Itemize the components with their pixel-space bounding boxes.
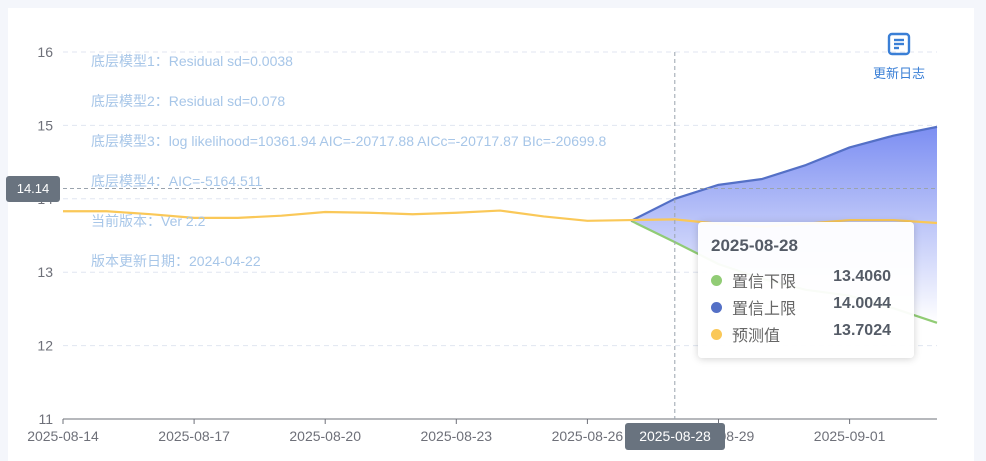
y-tick-label: 16 (37, 44, 53, 60)
series-line (630, 125, 938, 222)
tooltip-date: 2025-08-28 (711, 236, 798, 255)
x-tick-label: 2025-09-01 (814, 428, 886, 444)
changelog-label: 更新日志 (872, 66, 925, 81)
y-tick-label: 11 (38, 411, 53, 427)
tooltip-row-name: 预测值 (732, 328, 781, 345)
tooltip-row-lower: 置信下限 13.4060 (711, 268, 903, 292)
x-tick-label: 2025-08-20 (289, 428, 361, 444)
x-tick-label: 2025-08-23 (420, 428, 492, 444)
y-tick-label: 15 (37, 117, 53, 133)
lower-bound-dot (711, 274, 722, 286)
note-model-4: 底层模型4：AIC=-5164.511 (91, 173, 263, 189)
forecast-dot (711, 328, 722, 340)
x-axis-pointer-label: 2025-08-28 (625, 423, 725, 450)
document-lines-icon (887, 32, 911, 60)
note-model-3: 底层模型3：log likelihood=10361.94 AIC=-20717… (91, 133, 607, 149)
x-tick-label: 2025-08-14 (27, 428, 99, 444)
y-tick-label: 12 (37, 338, 53, 354)
tooltip-row-name: 置信上限 (732, 301, 797, 318)
chart-tooltip: 2025-08-28 置信下限 13.4060 置信上限 14.0044 预测值 13… (698, 222, 914, 358)
upper-bound-dot (711, 301, 722, 313)
note-version: 当前版本：Ver 2.2 (91, 213, 206, 229)
x-tick-label: 2025-08-17 (158, 428, 230, 444)
y-axis-pointer-label: 14.14 (6, 176, 60, 202)
changelog-button[interactable]: 更新日志 (866, 32, 932, 82)
tooltip-row-upper: 置信上限 14.0044 (711, 295, 903, 319)
note-model-2: 底层模型2：Residual sd=0.078 (91, 93, 286, 109)
model-notes: 底层模型1：Residual sd=0.0038 底层模型2：Residual … (91, 53, 606, 293)
tooltip-row-name: 置信下限 (732, 274, 797, 291)
y-tick-label: 13 (37, 264, 53, 280)
tooltip-row-value: 13.7024 (833, 322, 891, 339)
note-update-date: 版本更新日期：2024-04-22 (91, 253, 261, 269)
tooltip-row-value: 14.0044 (833, 295, 891, 312)
chart-card: 1112131415162025-08-142025-08-172025-08-… (6, 8, 974, 461)
x-tick-label: 2025-08-26 (552, 428, 624, 444)
note-model-1: 底层模型1：Residual sd=0.0038 (91, 53, 293, 69)
tooltip-row-value: 13.4060 (833, 268, 891, 285)
tooltip-row-forecast: 预测值 13.7024 (711, 322, 903, 346)
